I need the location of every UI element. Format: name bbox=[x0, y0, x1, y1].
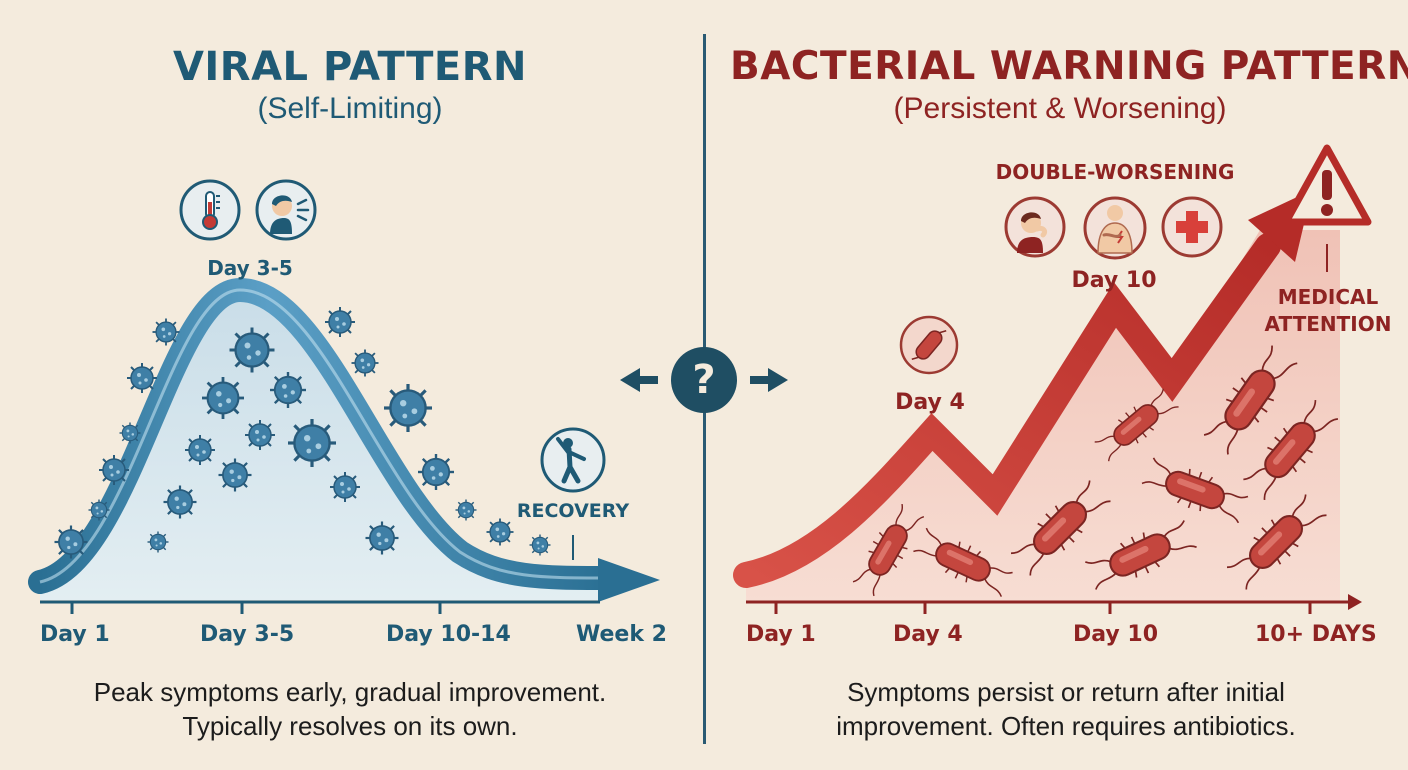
viral-arrow-head bbox=[598, 558, 660, 602]
bacterial-day10-label: Day 10 bbox=[1071, 268, 1157, 293]
medical-attention-line1: MEDICAL bbox=[1277, 285, 1379, 309]
viral-title: VIRAL PATTERN bbox=[172, 44, 528, 90]
viral-chart bbox=[28, 277, 660, 614]
viral-peak-label: Day 3-5 bbox=[207, 256, 293, 280]
question-mark-icon: ? bbox=[692, 357, 716, 403]
viral-caption-line2: Typically resolves on its own. bbox=[182, 711, 518, 741]
viral-axis-label-day1: Day 1 bbox=[40, 622, 110, 647]
bacterial-axis-label-day4: Day 4 bbox=[893, 622, 963, 647]
viral-caption-line1: Peak symptoms early, gradual improvement… bbox=[93, 677, 607, 707]
thermometer-icon bbox=[178, 178, 242, 242]
viral-subtitle: (Self-Limiting) bbox=[257, 92, 443, 125]
viral-axis-label-day3-5: Day 3-5 bbox=[200, 622, 295, 647]
viral-axis-label-week2: Week 2 bbox=[576, 622, 667, 647]
coughing-person-icon bbox=[254, 178, 318, 242]
bacterial-chart bbox=[733, 190, 1362, 614]
bacterial-caption-line2: improvement. Often requires antibiotics. bbox=[836, 711, 1296, 741]
coughing-person-icon bbox=[1003, 195, 1067, 259]
bacterial-axis-label-day1: Day 1 bbox=[746, 622, 816, 647]
bacteria-day4-icon bbox=[898, 314, 960, 376]
bacterial-subtitle: (Persistent & Worsening) bbox=[893, 92, 1227, 125]
warning-icon bbox=[1280, 142, 1374, 228]
chest-pain-icon bbox=[1082, 195, 1148, 261]
bacterial-axis-label-day10: Day 10 bbox=[1073, 622, 1159, 647]
medical-cross-icon bbox=[1160, 195, 1224, 259]
center-compare bbox=[620, 347, 788, 413]
double-worsening-label: DOUBLE-WORSENING bbox=[995, 160, 1235, 184]
bacterial-trend-arrow bbox=[733, 233, 1281, 588]
bacterial-day4-label: Day 4 bbox=[895, 390, 965, 415]
viral-axis-label-day10-14: Day 10-14 bbox=[386, 622, 511, 647]
viral-recovery-label: RECOVERY bbox=[516, 500, 630, 522]
bacterial-caption-line1: Symptoms persist or return after initial bbox=[847, 677, 1285, 707]
bacterial-title: BACTERIAL WARNING PATTERN bbox=[730, 44, 1408, 89]
bacterial-axis-label-10plus-days: 10+ DAYS bbox=[1255, 622, 1377, 647]
stretching-person-icon bbox=[538, 425, 608, 495]
medical-attention-line2: ATTENTION bbox=[1264, 312, 1392, 336]
